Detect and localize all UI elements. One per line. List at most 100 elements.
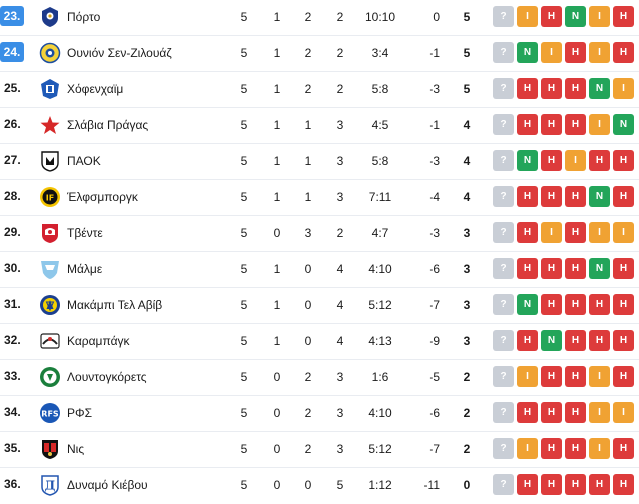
form-badge[interactable]: Η [565, 294, 586, 315]
form-badge[interactable]: Ι [589, 222, 610, 243]
form-badge[interactable]: Η [541, 78, 562, 99]
table-row[interactable]: 29. Τβέντε 5 0 3 2 4:7 -3 3? Η Ι Η Ι Ι [0, 216, 639, 252]
form-badge[interactable]: Ι [541, 222, 562, 243]
team-name[interactable]: Νις [67, 442, 85, 456]
form-badge[interactable]: Η [589, 330, 610, 351]
form-badge[interactable]: Η [613, 474, 634, 495]
form-badge[interactable]: Η [565, 78, 586, 99]
form-badge[interactable]: Ν [517, 294, 538, 315]
form-badge[interactable]: Ι [565, 150, 586, 171]
next-match-badge[interactable]: ? [493, 294, 514, 315]
form-badge[interactable]: Η [517, 78, 538, 99]
form-badge[interactable]: Ι [589, 402, 610, 423]
form-badge[interactable]: Η [589, 474, 610, 495]
form-badge[interactable]: Ν [589, 258, 610, 279]
team-name[interactable]: Καραμπάγκ [67, 334, 130, 348]
form-badge[interactable]: Ι [589, 6, 610, 27]
table-row[interactable]: 27. ΠΑΟΚ 5 1 1 3 5:8 -3 4? Ν Η Ι Η Η [0, 144, 639, 180]
next-match-badge[interactable]: ? [493, 222, 514, 243]
form-badge[interactable]: Ι [589, 42, 610, 63]
team-name[interactable]: ΡΦΣ [67, 406, 92, 420]
table-row[interactable]: 31. Μακάμπι Τελ Αβίβ 5 1 0 4 5:12 -7 3? Ν Η Η Η Η [0, 288, 639, 324]
form-badge[interactable]: Ι [589, 114, 610, 135]
table-row[interactable]: 23. Πόρτο 5 1 2 2 10:10 0 5? Ι Η Ν Ι Η [0, 0, 639, 36]
form-badge[interactable]: Ι [589, 438, 610, 459]
next-match-badge[interactable]: ? [493, 150, 514, 171]
form-badge[interactable]: Η [565, 114, 586, 135]
form-badge[interactable]: Ι [517, 366, 538, 387]
table-row[interactable]: 32. Καραμπάγκ 5 1 0 4 4:13 -9 3? Η Ν Η Η Η [0, 324, 639, 360]
table-row[interactable]: 36. Д Δυναμό Κιέβου 5 0 0 5 1:12 -11 0? Η Η Η Η Η [0, 468, 639, 504]
next-match-badge[interactable]: ? [493, 186, 514, 207]
table-row[interactable]: 25. Χόφενχαϊμ 5 1 2 2 5:8 -3 5? Η Η Η Ν Ι [0, 72, 639, 108]
form-badge[interactable]: Η [565, 222, 586, 243]
form-badge[interactable]: Η [613, 258, 634, 279]
form-badge[interactable]: Η [613, 366, 634, 387]
form-badge[interactable]: Ι [541, 42, 562, 63]
form-badge[interactable]: Η [541, 186, 562, 207]
team-name[interactable]: Τβέντε [67, 226, 103, 240]
form-badge[interactable]: Η [517, 222, 538, 243]
form-badge[interactable]: Η [613, 330, 634, 351]
form-badge[interactable]: Η [613, 294, 634, 315]
next-match-badge[interactable]: ? [493, 438, 514, 459]
form-badge[interactable]: Ι [613, 78, 634, 99]
table-row[interactable]: 28. IF Έλφσμποργκ 5 1 1 3 7:11 -4 4? Η Η Η Ν Η [0, 180, 639, 216]
form-badge[interactable]: Η [541, 258, 562, 279]
next-match-badge[interactable]: ? [493, 42, 514, 63]
form-badge[interactable]: Η [565, 186, 586, 207]
next-match-badge[interactable]: ? [493, 402, 514, 423]
form-badge[interactable]: Η [565, 42, 586, 63]
form-badge[interactable]: Ν [589, 186, 610, 207]
form-badge[interactable]: Η [541, 438, 562, 459]
table-row[interactable]: 35. Νις 5 0 2 3 5:12 -7 2? Ι Η Η Ι Η [0, 432, 639, 468]
team-name[interactable]: Πόρτο [67, 10, 101, 24]
form-badge[interactable]: Η [589, 150, 610, 171]
form-badge[interactable]: Ν [565, 6, 586, 27]
form-badge[interactable]: Ν [613, 114, 634, 135]
form-badge[interactable]: Η [589, 294, 610, 315]
form-badge[interactable]: Ν [517, 42, 538, 63]
form-badge[interactable]: Ι [517, 438, 538, 459]
team-name[interactable]: Ουνιόν Σεν-Ζιλουάζ [67, 46, 172, 60]
form-badge[interactable]: Ι [613, 222, 634, 243]
team-name[interactable]: Δυναμό Κιέβου [67, 478, 148, 492]
form-badge[interactable]: Η [517, 330, 538, 351]
next-match-badge[interactable]: ? [493, 366, 514, 387]
team-name[interactable]: Λουντογκόρετς [67, 370, 147, 384]
table-row[interactable]: 26. Σλάβια Πράγας 5 1 1 3 4:5 -1 4? Η Η Η Ι Ν [0, 108, 639, 144]
form-badge[interactable]: Ν [541, 330, 562, 351]
next-match-badge[interactable]: ? [493, 258, 514, 279]
team-name[interactable]: Μάλμε [67, 262, 103, 276]
table-row[interactable]: 34. RFS ΡΦΣ 5 0 2 3 4:10 -6 2? Η Η Η Ι Ι [0, 396, 639, 432]
team-name[interactable]: Χόφενχαϊμ [67, 82, 124, 96]
form-badge[interactable]: Η [517, 402, 538, 423]
form-badge[interactable]: Η [613, 186, 634, 207]
form-badge[interactable]: Η [517, 114, 538, 135]
form-badge[interactable]: Η [517, 186, 538, 207]
form-badge[interactable]: Η [613, 6, 634, 27]
form-badge[interactable]: Η [541, 150, 562, 171]
table-row[interactable]: 24. Ουνιόν Σεν-Ζιλουάζ 5 1 2 2 3:4 -1 5? Ν Ι Η Ι Η [0, 36, 639, 72]
next-match-badge[interactable]: ? [493, 474, 514, 495]
form-badge[interactable]: Η [613, 438, 634, 459]
form-badge[interactable]: Η [565, 258, 586, 279]
form-badge[interactable]: Η [613, 150, 634, 171]
form-badge[interactable]: Η [565, 366, 586, 387]
form-badge[interactable]: Ν [589, 78, 610, 99]
team-name[interactable]: ΠΑΟΚ [67, 154, 101, 168]
next-match-badge[interactable]: ? [493, 78, 514, 99]
form-badge[interactable]: Η [541, 114, 562, 135]
form-badge[interactable]: Η [517, 258, 538, 279]
form-badge[interactable]: Η [565, 402, 586, 423]
form-badge[interactable]: Ι [589, 366, 610, 387]
form-badge[interactable]: Η [517, 474, 538, 495]
team-name[interactable]: Μακάμπι Τελ Αβίβ [67, 298, 163, 312]
table-row[interactable]: 30. Μάλμε 5 1 0 4 4:10 -6 3? Η Η Η Ν Η [0, 252, 639, 288]
team-name[interactable]: Έλφσμποργκ [67, 190, 138, 204]
form-badge[interactable]: Η [541, 366, 562, 387]
form-badge[interactable]: Ι [517, 6, 538, 27]
form-badge[interactable]: Η [541, 402, 562, 423]
form-badge[interactable]: Η [565, 474, 586, 495]
next-match-badge[interactable]: ? [493, 330, 514, 351]
